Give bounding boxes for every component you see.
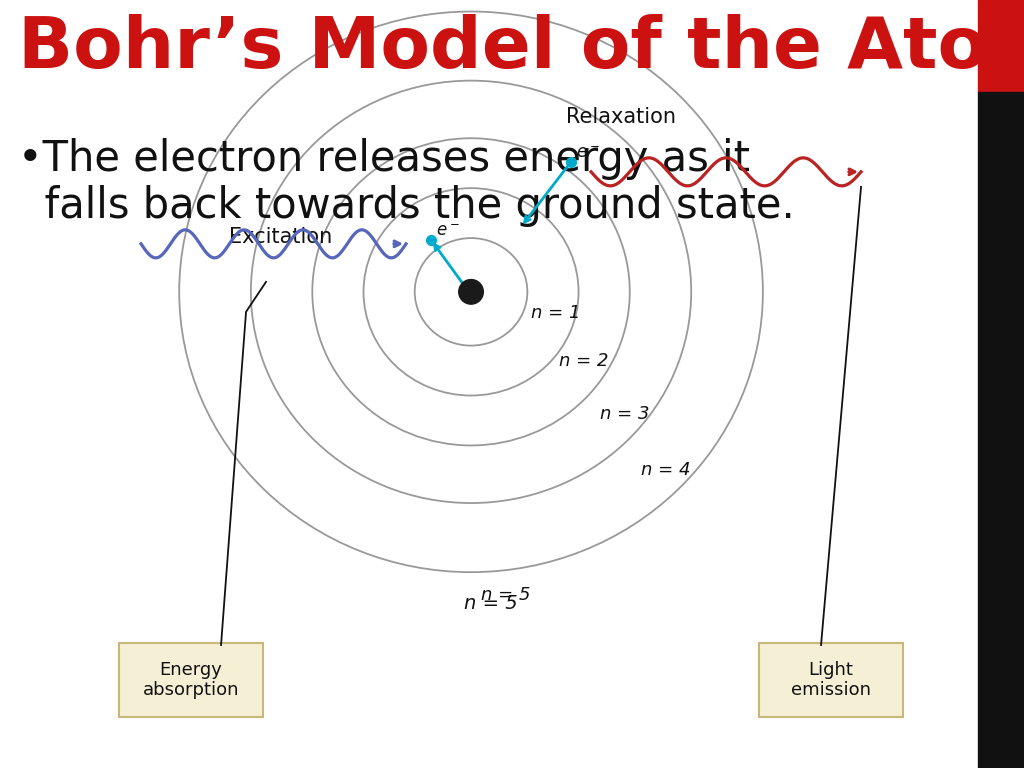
FancyBboxPatch shape	[119, 643, 263, 717]
FancyBboxPatch shape	[759, 643, 903, 717]
Text: Bohr’s Model of the Atom: Bohr’s Model of the Atom	[18, 14, 1024, 83]
Text: Energy
absorption: Energy absorption	[142, 660, 240, 700]
Text: falls back towards the ground state.: falls back towards the ground state.	[18, 185, 795, 227]
Text: •The electron releases energy as it: •The electron releases energy as it	[18, 138, 750, 180]
Text: n = 5: n = 5	[464, 594, 518, 613]
Text: n = 1: n = 1	[531, 304, 581, 322]
Text: n = 4: n = 4	[641, 461, 691, 478]
Text: $e^-$: $e^-$	[436, 222, 460, 240]
Text: n = 2: n = 2	[558, 352, 608, 369]
Bar	[978, 92, 1024, 768]
Text: n = 5: n = 5	[481, 586, 530, 604]
Text: n = 3: n = 3	[600, 406, 649, 423]
Bar	[978, 0, 1024, 92]
Text: Relaxation: Relaxation	[566, 107, 676, 127]
Ellipse shape	[459, 280, 483, 304]
Text: $e^-$: $e^-$	[577, 144, 600, 162]
Text: Light
emission: Light emission	[791, 660, 871, 700]
Text: Excitation: Excitation	[229, 227, 333, 247]
